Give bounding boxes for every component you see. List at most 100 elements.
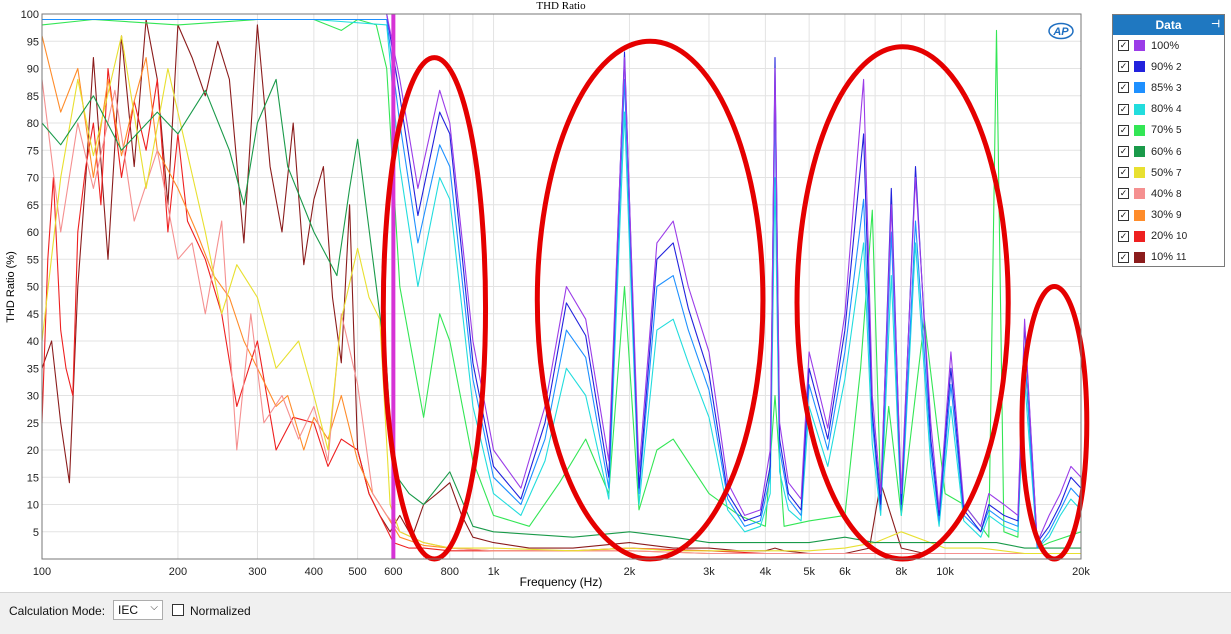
- series-line-40pct: [41, 79, 1081, 555]
- legend-item[interactable]: ✓ 85% 3: [1113, 77, 1224, 98]
- series-line-80pct: [42, 18, 1082, 549]
- legend-swatch: [1134, 82, 1145, 94]
- legend-checkbox[interactable]: ✓: [1118, 251, 1129, 263]
- svg-text:AP: AP: [1052, 26, 1069, 38]
- legend-swatch: [1134, 61, 1145, 73]
- legend-name: 100%: [1151, 39, 1180, 52]
- legend-checkbox[interactable]: ✓: [1118, 209, 1129, 221]
- legend-label: 100%: [1151, 40, 1182, 52]
- legend-name: 20%: [1151, 230, 1174, 243]
- y-tick-label: 40: [27, 336, 39, 348]
- y-tick-label: 80: [27, 118, 39, 130]
- legend-number: 2: [1176, 61, 1182, 73]
- calculation-mode-value: IEC: [118, 603, 139, 617]
- y-tick-label: 10: [27, 500, 39, 512]
- legend-checkbox[interactable]: ✓: [1118, 188, 1129, 200]
- legend-name: 70%: [1151, 124, 1174, 137]
- legend-label: 60% 6: [1151, 146, 1182, 158]
- x-tick-label: 100: [33, 566, 51, 578]
- y-tick-label: 65: [27, 200, 39, 212]
- y-axis-label: THD Ratio (%): [5, 251, 17, 323]
- legend-item[interactable]: ✓ 20% 10: [1113, 226, 1224, 247]
- legend-item[interactable]: ✓ 90% 2: [1113, 56, 1224, 77]
- calculation-mode-label: Calculation Mode:: [9, 604, 106, 618]
- x-tick-label: 6k: [839, 566, 851, 578]
- legend-item[interactable]: ✓ 40% 8: [1113, 183, 1224, 204]
- x-axis-label: Frequency (Hz): [520, 575, 603, 589]
- plot-frame: [41, 13, 1082, 560]
- x-tick-label: 2k: [624, 566, 636, 578]
- legend-checkbox[interactable]: ✓: [1118, 167, 1129, 179]
- y-tick-label: 15: [27, 472, 39, 484]
- legend-label: 50% 7: [1151, 167, 1182, 179]
- legend-title: Data: [1155, 18, 1182, 32]
- x-tick-label: 800: [441, 566, 459, 578]
- legend-header: Data ⊣: [1113, 15, 1224, 35]
- legend-checkbox[interactable]: ✓: [1118, 146, 1129, 158]
- x-tick-label: 500: [348, 566, 366, 578]
- x-tick-label: 400: [305, 566, 323, 578]
- y-tick-label: 100: [21, 9, 39, 21]
- chart-ticks: 5 10 15 20 25 30 35 40 45 50 55 60 65 70 75 80 85 90 95 100…: [21, 9, 1091, 578]
- legend-label: 85% 3: [1151, 82, 1182, 94]
- y-tick-label: 45: [27, 309, 39, 321]
- legend-swatch: [1134, 124, 1145, 136]
- thd-ratio-chart: 5 10 15 20 25 30 35 40 45 50 55 60 65 70 75 80 85 90 95 100…: [5, 0, 1091, 589]
- legend-label: 30% 9: [1151, 209, 1182, 221]
- y-tick-label: 35: [27, 363, 39, 375]
- legend-label: 10% 11: [1151, 251, 1186, 263]
- x-tick-label: 200: [169, 566, 187, 578]
- legend-name: 85%: [1151, 81, 1174, 94]
- legend-swatch: [1134, 230, 1145, 242]
- legend-item[interactable]: ✓ 70% 5: [1113, 120, 1224, 141]
- legend-swatch: [1134, 251, 1145, 263]
- legend-panel: Data ⊣ ✓ 100% ✓ 90% 2 ✓ 85% 3 ✓ 80% 4 ✓ 70% 5 ✓ 60% 6 ✓ 50…: [1112, 14, 1225, 267]
- legend-name: 40%: [1151, 187, 1174, 200]
- y-tick-label: 20: [27, 445, 39, 457]
- y-tick-label: 95: [27, 36, 39, 48]
- legend-swatch: [1134, 188, 1145, 200]
- chart-grid: [42, 13, 1081, 559]
- ap-logo-icon: AP: [1048, 22, 1074, 40]
- legend-swatch: [1134, 146, 1145, 158]
- legend-checkbox[interactable]: ✓: [1118, 103, 1129, 115]
- legend-number: 11: [1176, 252, 1187, 264]
- legend-item[interactable]: ✓ 100%: [1113, 35, 1224, 56]
- legend-checkbox[interactable]: ✓: [1118, 230, 1129, 242]
- legend-swatch: [1134, 209, 1145, 221]
- pin-icon[interactable]: ⊣: [1211, 19, 1220, 30]
- legend-name: 50%: [1151, 166, 1174, 179]
- calculation-mode-select[interactable]: IEC ⌵: [113, 600, 163, 620]
- legend-item[interactable]: ✓ 80% 4: [1113, 99, 1224, 120]
- y-tick-label: 85: [27, 91, 39, 103]
- legend-checkbox[interactable]: ✓: [1118, 124, 1129, 136]
- x-tick-label: 1k: [488, 566, 500, 578]
- y-tick-label: 75: [27, 145, 39, 157]
- normalized-label: Normalized: [190, 604, 251, 618]
- chevron-down-icon: ⌵: [150, 602, 158, 613]
- legend-swatch: [1134, 40, 1145, 52]
- x-tick-label: 600: [384, 566, 402, 578]
- legend-checkbox[interactable]: ✓: [1118, 40, 1129, 52]
- legend-label: 70% 5: [1151, 124, 1182, 136]
- legend-item[interactable]: ✓ 30% 9: [1113, 205, 1224, 226]
- y-tick-label: 50: [27, 282, 39, 294]
- legend-checkbox[interactable]: ✓: [1118, 82, 1129, 94]
- legend-item[interactable]: ✓ 50% 7: [1113, 162, 1224, 183]
- x-tick-label: 5k: [803, 566, 815, 578]
- y-tick-label: 5: [33, 527, 39, 539]
- legend-swatch: [1134, 167, 1145, 179]
- y-tick-label: 30: [27, 391, 39, 403]
- series-line-50pct: [41, 35, 1081, 555]
- legend-number: 10: [1176, 231, 1188, 243]
- chart-title: THD Ratio: [536, 0, 586, 12]
- legend-number: 8: [1176, 188, 1182, 200]
- x-tick-label: 3k: [703, 566, 715, 578]
- legend-item[interactable]: ✓ 60% 6: [1113, 141, 1224, 162]
- legend-item[interactable]: ✓ 10% 11: [1113, 247, 1224, 268]
- legend-checkbox[interactable]: ✓: [1118, 61, 1129, 73]
- normalized-checkbox[interactable]: [172, 604, 184, 616]
- legend-name: 10%: [1151, 251, 1174, 264]
- legend-label: 80% 4: [1151, 103, 1182, 115]
- legend-name: 90%: [1151, 60, 1174, 73]
